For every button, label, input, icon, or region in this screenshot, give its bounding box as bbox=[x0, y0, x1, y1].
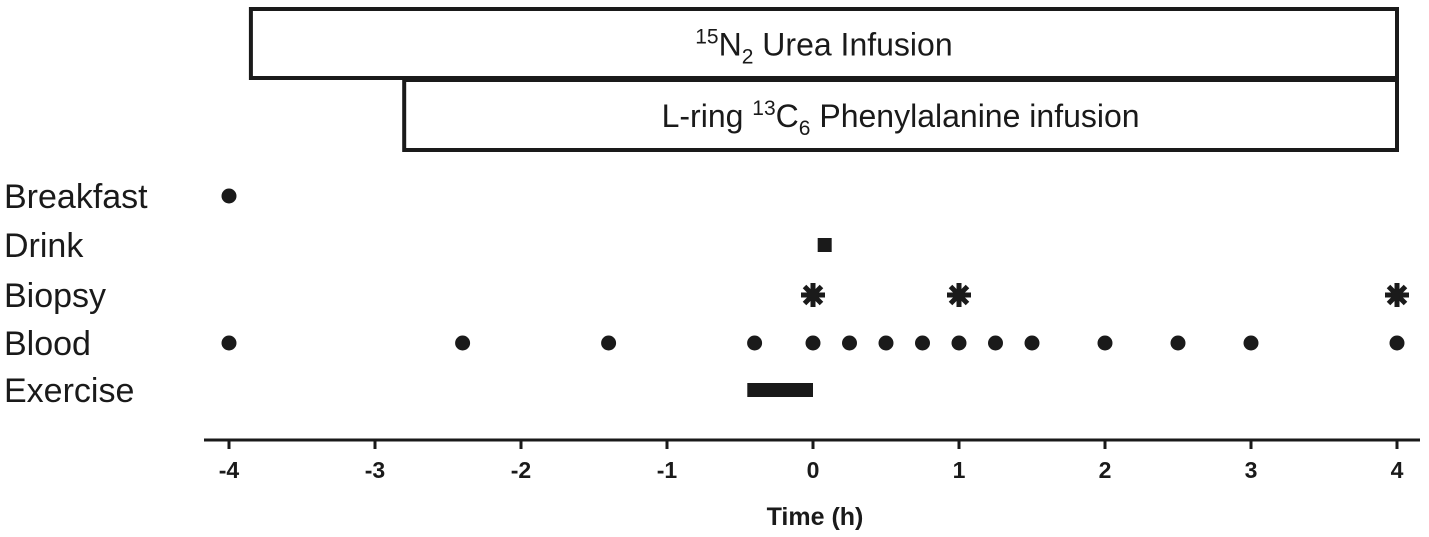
blood-point-12 bbox=[1170, 335, 1186, 351]
x-tick-label-0: -4 bbox=[219, 457, 240, 483]
row-label-breakfast: Breakfast bbox=[4, 178, 148, 216]
breakfast-point-0 bbox=[221, 188, 237, 204]
biopsy-point-0 bbox=[801, 283, 825, 307]
blood-point-13 bbox=[1243, 335, 1259, 351]
x-tick-label-8: 4 bbox=[1391, 457, 1404, 483]
x-tick-label-7: 3 bbox=[1245, 457, 1258, 483]
biopsy-point-1 bbox=[947, 283, 971, 307]
infusion-label-1: L-ring 13C6 Phenylalanine infusion bbox=[662, 97, 1140, 140]
row-label-exercise: Exercise bbox=[4, 372, 134, 410]
drink-point-0 bbox=[817, 238, 832, 252]
x-tick-label-3: -1 bbox=[657, 457, 678, 483]
event-markers bbox=[221, 188, 1409, 397]
biopsy-point-2 bbox=[1385, 283, 1409, 307]
blood-point-2 bbox=[601, 335, 617, 351]
exercise-bar bbox=[747, 383, 813, 397]
x-tick-label-5: 1 bbox=[953, 457, 966, 483]
blood-point-1 bbox=[455, 335, 471, 351]
row-label-blood: Blood bbox=[4, 325, 91, 363]
blood-point-0 bbox=[221, 335, 237, 351]
x-axis: -4 -3 -2 -1 0 1 2 3 4 bbox=[204, 438, 1420, 483]
infusion-boxes: 15N2 Urea Infusion L-ring 13C6 Phenylalan… bbox=[248, 7, 1399, 152]
blood-point-7 bbox=[915, 335, 930, 351]
blood-point-9 bbox=[988, 335, 1003, 351]
blood-point-5 bbox=[842, 335, 857, 351]
infusion-box-1 bbox=[402, 78, 1399, 152]
row-label-drink: Drink bbox=[4, 227, 84, 265]
x-tick-label-4: 0 bbox=[807, 457, 820, 483]
blood-point-3 bbox=[747, 335, 763, 351]
x-tick-label-2: -2 bbox=[511, 457, 531, 483]
x-tick-label-6: 2 bbox=[1099, 457, 1112, 483]
x-tick-label-1: -3 bbox=[365, 457, 385, 483]
infusion-label-0: 15N2 Urea Infusion bbox=[695, 26, 952, 69]
row-label-biopsy: Biopsy bbox=[4, 277, 106, 315]
blood-point-4 bbox=[805, 335, 821, 351]
blood-point-14 bbox=[1389, 335, 1405, 351]
blood-point-11 bbox=[1097, 335, 1113, 351]
blood-point-6 bbox=[878, 335, 894, 351]
x-axis-title: Time (h) bbox=[767, 503, 864, 531]
row-labels: Breakfast Drink Biopsy Blood Exercise bbox=[4, 178, 148, 410]
blood-point-10 bbox=[1024, 335, 1040, 351]
blood-point-8 bbox=[951, 335, 967, 351]
